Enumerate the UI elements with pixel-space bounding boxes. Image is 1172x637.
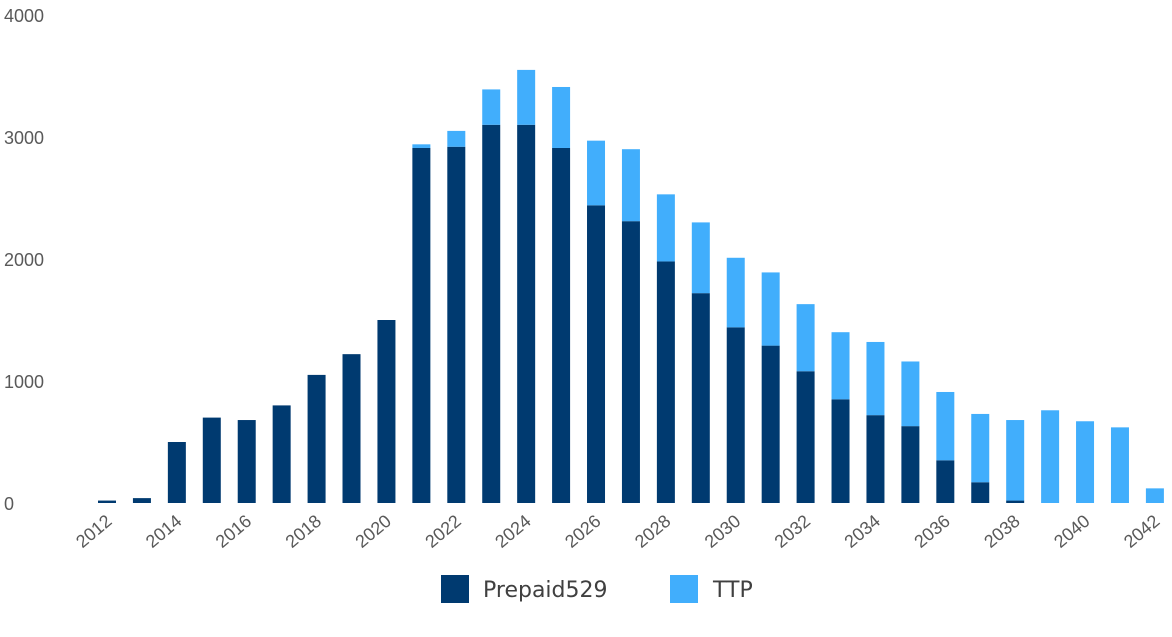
bar-prepaid529-2019 <box>342 354 361 503</box>
bar-prepaid529-2021 <box>412 147 431 504</box>
x-tick-label: 2028 <box>631 511 675 552</box>
bar-prepaid529-2038 <box>1006 500 1025 503</box>
bar-ttp-2036 <box>936 391 955 461</box>
bar-ttp-2031 <box>761 272 780 346</box>
bar-prepaid529-2034 <box>866 415 885 503</box>
x-tick-label: 2030 <box>701 511 745 552</box>
x-tick-label: 2038 <box>980 511 1024 552</box>
legend: Prepaid529 TTP <box>441 575 753 603</box>
bar-ttp-2030 <box>726 257 745 328</box>
x-tick-label: 2036 <box>910 511 954 552</box>
x-tick-label: 2016 <box>212 511 256 552</box>
bar-prepaid529-2036 <box>936 460 955 503</box>
bar-ttp-2037 <box>971 413 990 483</box>
bar-prepaid529-2016 <box>237 420 256 503</box>
x-tick-label: 2022 <box>421 511 465 552</box>
bar-prepaid529-2027 <box>621 221 640 503</box>
x-tick-label: 2018 <box>282 511 326 552</box>
x-tick-label: 2040 <box>1050 511 1094 552</box>
bar-ttp-2034 <box>866 341 885 416</box>
bar-prepaid529-2037 <box>971 482 990 503</box>
y-tick-label: 0 <box>4 494 14 514</box>
bar-prepaid529-2020 <box>377 320 396 503</box>
x-tick-label: 2032 <box>771 511 815 552</box>
bar-ttp-2042 <box>1145 488 1164 503</box>
bar-prepaid529-2028 <box>656 261 675 503</box>
legend-label-ttp: TTP <box>712 578 753 603</box>
x-tick-label: 2026 <box>561 511 605 552</box>
x-tick-label: 2034 <box>840 511 884 552</box>
bar-ttp-2022 <box>447 130 466 147</box>
bar-prepaid529-2015 <box>202 417 221 503</box>
bar-ttp-2041 <box>1110 427 1129 503</box>
bar-prepaid529-2017 <box>272 405 291 503</box>
bar-prepaid529-2023 <box>482 124 501 504</box>
bar-ttp-2026 <box>587 140 606 206</box>
legend-item-ttp: TTP <box>670 575 753 603</box>
y-tick-label: 4000 <box>4 6 44 26</box>
bar-ttp-2040 <box>1076 421 1095 503</box>
bar-prepaid529-2025 <box>552 147 571 504</box>
bar-prepaid529-2035 <box>901 426 920 503</box>
bar-ttp-2028 <box>656 194 675 262</box>
bar-prepaid529-2030 <box>726 327 745 503</box>
x-tick-label: 2020 <box>351 511 395 552</box>
y-tick-label: 1000 <box>4 372 44 392</box>
bar-prepaid529-2013 <box>132 498 151 503</box>
bar-prepaid529-2018 <box>307 374 326 503</box>
bar-prepaid529-2026 <box>587 205 606 503</box>
legend-item-prepaid529: Prepaid529 <box>441 575 608 603</box>
x-tick-label: 2024 <box>491 511 535 552</box>
bar-ttp-2023 <box>482 89 501 125</box>
bar-prepaid529-2029 <box>691 293 710 503</box>
bar-ttp-2025 <box>552 86 571 148</box>
bar-prepaid529-2024 <box>517 124 536 504</box>
bar-ttp-2032 <box>796 304 815 372</box>
bar-ttp-2021 <box>412 144 431 148</box>
bar-ttp-2038 <box>1006 420 1025 501</box>
y-axis: 0 1000 2000 3000 4000 <box>4 6 44 514</box>
x-tick-label: 2014 <box>142 511 186 552</box>
x-tick-label: 2042 <box>1120 511 1164 552</box>
bar-prepaid529-2012 <box>98 500 116 503</box>
y-tick-label: 3000 <box>4 128 44 148</box>
bar-prepaid529-2031 <box>761 345 780 503</box>
legend-swatch-ttp <box>670 575 698 603</box>
legend-swatch-prepaid529 <box>441 575 469 603</box>
bar-ttp-2033 <box>831 332 850 400</box>
x-tick-label: 2012 <box>72 511 116 552</box>
y-tick-label: 2000 <box>4 250 44 270</box>
bar-ttp-2035 <box>901 361 920 427</box>
bar-prepaid529-2033 <box>831 399 850 503</box>
bar-ttp-2039 <box>1041 410 1060 503</box>
x-axis: 2012 2014 2016 2018 2020 2022 2024 2026 2028 2030… <box>72 511 1163 552</box>
bar-prepaid529-2022 <box>447 146 466 503</box>
bar-ttp-2024 <box>517 69 536 125</box>
bar-prepaid529-2014 <box>167 442 186 503</box>
bar-ttp-2027 <box>621 149 640 222</box>
bar-ttp-2029 <box>691 222 710 294</box>
bars <box>98 69 1164 504</box>
bar-prepaid529-2032 <box>796 371 815 503</box>
legend-label-prepaid529: Prepaid529 <box>483 578 608 603</box>
